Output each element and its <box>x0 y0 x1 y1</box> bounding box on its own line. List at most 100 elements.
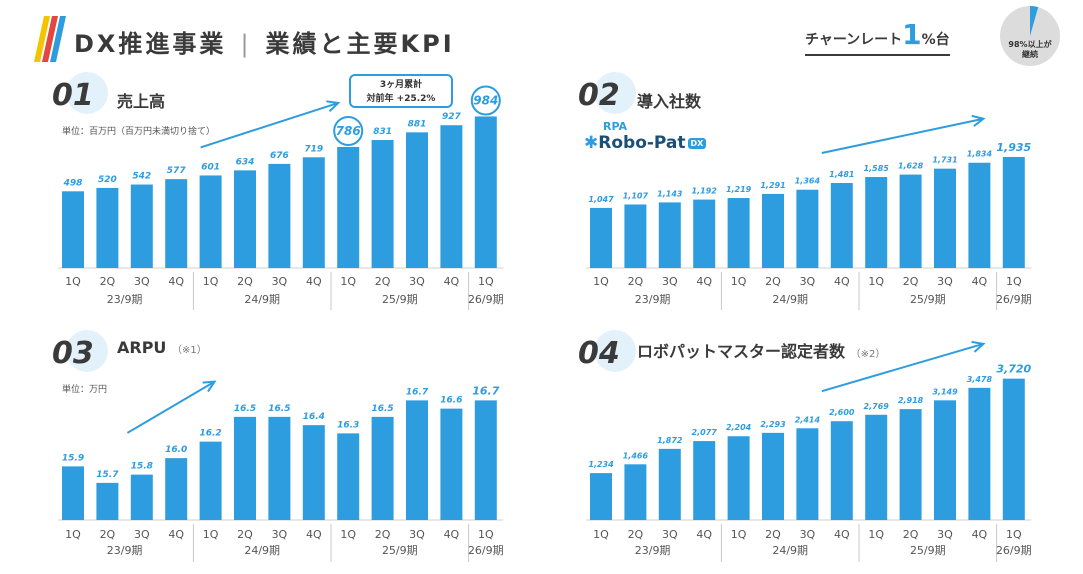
chart1-value-4: 601 <box>201 162 220 172</box>
panel2-title: 導入社数 <box>637 92 702 111</box>
chart4-bar-3 <box>693 441 716 520</box>
chart1-tick-8: 1Q <box>340 275 356 288</box>
chart3-tick-1: 2Q <box>100 528 116 541</box>
chart4-bar-9 <box>899 409 922 520</box>
chart4-arrow-head <box>971 340 986 353</box>
chart2-tick-10: 3Q <box>937 275 953 288</box>
chart2-period-0: 23/9期 <box>635 293 671 306</box>
retention-text: 98%以上が 継続 <box>1008 40 1052 59</box>
chart4-bar-7 <box>830 421 853 520</box>
chart4-tick-5: 2Q <box>765 528 781 541</box>
chart3-period-0: 23/9期 <box>107 544 143 557</box>
panel1-bubble <box>66 72 108 114</box>
chart4-trend-arrow <box>821 342 984 393</box>
chart4-period-3: 26/9期 <box>996 544 1032 557</box>
chart4-value-12: 3,720 <box>996 363 1031 376</box>
chart2-tick-5: 2Q <box>765 275 781 288</box>
chart4-tick-6: 3Q <box>800 528 816 541</box>
churn-rate-label: チャーンレート1%台 <box>805 18 950 56</box>
chart3-value-9: 16.5 <box>371 404 393 414</box>
chart1-value-5: 634 <box>236 157 255 167</box>
chart2-tick-3: 4Q <box>696 275 712 288</box>
chart3-tick-3: 4Q <box>168 528 184 541</box>
growth-callout: 3ヶ月累計 対前年 +25.2% <box>349 74 453 108</box>
panel2-number: 02 <box>578 78 620 113</box>
chart1-tick-6: 3Q <box>272 275 288 288</box>
chart3-value-12: 16.7 <box>472 384 499 397</box>
chart4-bar-1 <box>624 464 647 520</box>
chart2-value-3: 1,192 <box>692 187 718 196</box>
gear-icon: ✱ <box>584 133 599 153</box>
chart1-value-3: 577 <box>167 166 187 176</box>
chart2-value-2: 1,143 <box>657 189 683 198</box>
chart1-value-10: 881 <box>408 119 427 129</box>
chart4-bar-10 <box>934 400 956 520</box>
chart4-value-2: 1,872 <box>657 436 683 445</box>
chart2-value-7: 1,481 <box>829 170 854 179</box>
chart2-trend-arrow <box>821 117 984 154</box>
chart1-tick-5: 2Q <box>237 275 253 288</box>
chart1-bar-7 <box>302 157 325 268</box>
chart3-bar-2 <box>130 474 153 520</box>
chart1-tick-3: 4Q <box>168 275 184 288</box>
chart1-bar-8 <box>337 146 360 268</box>
chart1-tick-12: 1Q <box>478 275 494 288</box>
product-prefix: RPA <box>603 120 628 133</box>
chart4-value-3: 2,077 <box>692 428 718 437</box>
chart3-bar-7 <box>302 425 325 520</box>
churn-slice <box>1030 6 1039 36</box>
chart4-value-1: 1,466 <box>623 451 649 460</box>
chart3-bar-3 <box>165 458 188 520</box>
chart2-bar-1 <box>624 204 647 268</box>
chart3-bar-0 <box>62 466 84 520</box>
chart2-period-2: 25/9期 <box>910 293 946 306</box>
chart4-bar-8 <box>865 414 888 520</box>
panel1-title: 売上高 <box>117 92 166 111</box>
chart4-tick-12: 1Q <box>1006 528 1022 541</box>
chart1-tick-1: 2Q <box>100 275 116 288</box>
chart1-value-7: 719 <box>304 144 323 154</box>
chart2-tick-9: 2Q <box>903 275 919 288</box>
chart2-arrow-head <box>971 114 986 127</box>
chart2-period-3: 26/9期 <box>996 293 1032 306</box>
chart2-value-9: 1,628 <box>898 162 924 171</box>
chart2-tick-4: 1Q <box>731 275 747 288</box>
chart2-bar-6 <box>796 189 819 268</box>
chart1-period-0: 23/9期 <box>107 293 143 306</box>
chart3-bar-10 <box>406 400 428 520</box>
chart1-bar-1 <box>96 187 119 268</box>
chart4-tick-7: 4Q <box>834 528 850 541</box>
chart3-bar-11 <box>440 408 463 520</box>
chart3-bar-9 <box>371 416 394 520</box>
chart3-bar-6 <box>268 416 291 520</box>
chart4-tick-0: 1Q <box>593 528 609 541</box>
chart1-tick-2: 3Q <box>134 275 150 288</box>
chart3-value-4: 16.2 <box>199 429 221 439</box>
chart2-tick-6: 3Q <box>800 275 816 288</box>
chart1-bar-2 <box>130 184 153 268</box>
chart4-tick-1: 2Q <box>628 528 644 541</box>
chart1-bar-12 <box>474 116 497 269</box>
chart2-tick-8: 1Q <box>868 275 884 288</box>
chart2-bar-9 <box>899 174 922 268</box>
chart4-value-9: 2,918 <box>898 396 924 405</box>
chart3-tick-2: 3Q <box>134 528 150 541</box>
chart1-period-3: 26/9期 <box>468 293 504 306</box>
page-title: DX推進事業 | 業績と主要KPI <box>74 30 455 58</box>
chart2-tick-11: 4Q <box>972 275 988 288</box>
chart2-tick-0: 1Q <box>593 275 609 288</box>
chart1-value-8: 786 <box>336 124 361 138</box>
chart3-tick-10: 3Q <box>409 528 425 541</box>
chart3-value-0: 15.9 <box>62 453 84 463</box>
retention-pie <box>1000 6 1060 66</box>
chart3-tick-0: 1Q <box>65 528 81 541</box>
chart4-tick-11: 4Q <box>972 528 988 541</box>
chart4-value-4: 2,204 <box>726 423 752 432</box>
chart3-bar-1 <box>96 482 119 520</box>
chart1-value-11: 927 <box>442 112 462 122</box>
chart1-arrow-head <box>326 100 341 112</box>
chart1-bar-5 <box>234 170 256 268</box>
chart2-value-11: 1,834 <box>967 150 993 159</box>
chart3-tick-12: 1Q <box>478 528 494 541</box>
